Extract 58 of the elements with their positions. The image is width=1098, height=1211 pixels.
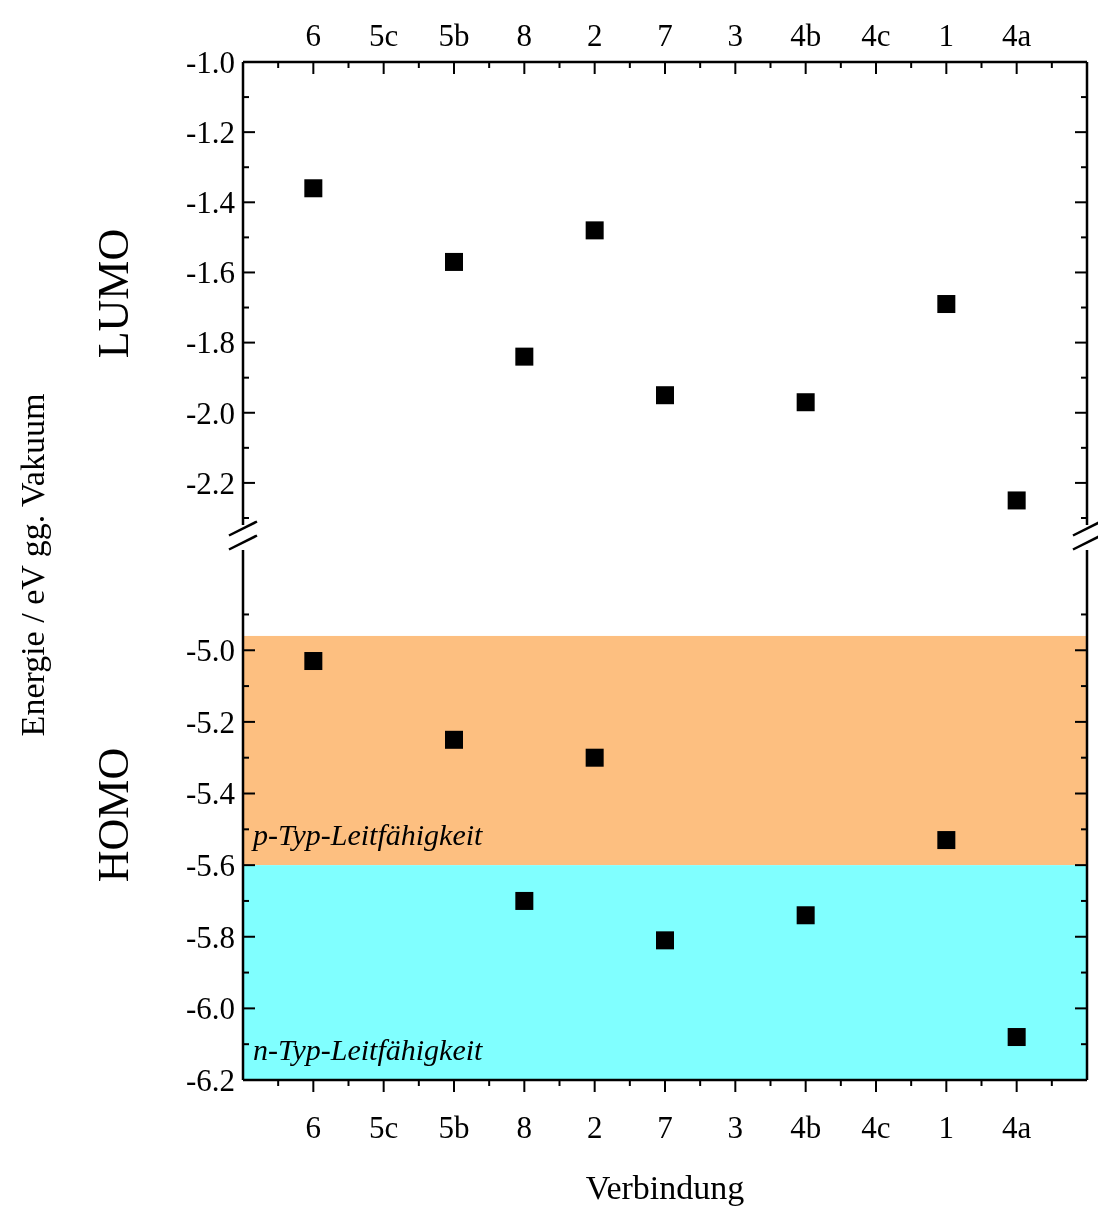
band-label: n-Typ-Leitfähigkeit (253, 1033, 484, 1066)
y-axis-title: LUMO (89, 228, 138, 359)
x-tick-label: 4b (790, 1110, 822, 1145)
band-label: p-Typ-Leitfähigkeit (251, 818, 484, 852)
x-tick-label: 7 (657, 18, 673, 53)
y-tick-label: -5.2 (185, 704, 235, 740)
x-tick-label: 3 (727, 1110, 744, 1145)
x-tick-label: 5b (438, 1110, 470, 1145)
x-tick-label: 2 (586, 1110, 603, 1145)
x-tick-label: 4a (1002, 18, 1032, 53)
y-tick-label: -1.0 (185, 44, 235, 80)
point (796, 906, 815, 925)
x-tick-label: 5c (369, 18, 399, 53)
point (585, 221, 604, 240)
x-tick-label: 2 (586, 18, 603, 53)
y-tick-label: -6.0 (185, 991, 235, 1027)
y-tick-label: -2.2 (185, 465, 235, 501)
y-tick-label: -5.0 (185, 633, 235, 669)
x-tick-label: 7 (657, 1110, 673, 1145)
point (445, 730, 463, 749)
x-tick-label: 4c (861, 18, 891, 53)
point (515, 891, 534, 910)
point (796, 393, 815, 412)
point (515, 347, 534, 366)
point (445, 252, 463, 271)
y-tick-label: -1.8 (185, 325, 235, 361)
y-tick-label: -5.4 (185, 776, 236, 812)
x-tick-label: 6 (305, 18, 322, 53)
x-tick-label: 4b (790, 18, 822, 53)
y-tick-label: -1.4 (185, 185, 236, 221)
x-tick-label: 8 (516, 18, 533, 53)
text: Energie / eV gg. Vakuum (14, 393, 51, 737)
point (656, 931, 674, 950)
x-tick-label: 6 (305, 1110, 322, 1145)
x-tick-label: 5b (438, 18, 470, 53)
x-tick-label: 3 (727, 18, 744, 53)
x-axis-title: Verbindung (585, 1169, 745, 1206)
x-tick-label: 8 (516, 1110, 533, 1145)
x-tick-label: 5c (369, 1110, 399, 1145)
x-tick-label: 4a (1002, 1110, 1032, 1145)
x-tick-label: 1 (938, 18, 955, 53)
point (1007, 1028, 1026, 1047)
y-tick-label: -5.8 (185, 919, 235, 955)
point (937, 831, 956, 850)
y-tick-label: -2.0 (185, 395, 235, 431)
point (937, 295, 956, 314)
point (1007, 491, 1026, 510)
y-tick-label: -1.2 (185, 115, 235, 150)
y-tick-label: -6.2 (185, 1062, 235, 1098)
x-tick-label: 4c (861, 1110, 891, 1145)
point (304, 179, 323, 198)
point (585, 748, 604, 767)
y-tick-label: -1.6 (185, 255, 235, 291)
y-tick-label: -5.6 (185, 847, 235, 883)
point (656, 386, 674, 405)
y-axis-title: HOMO (89, 747, 138, 883)
x-tick-label: 1 (938, 1110, 955, 1145)
point (304, 652, 323, 671)
